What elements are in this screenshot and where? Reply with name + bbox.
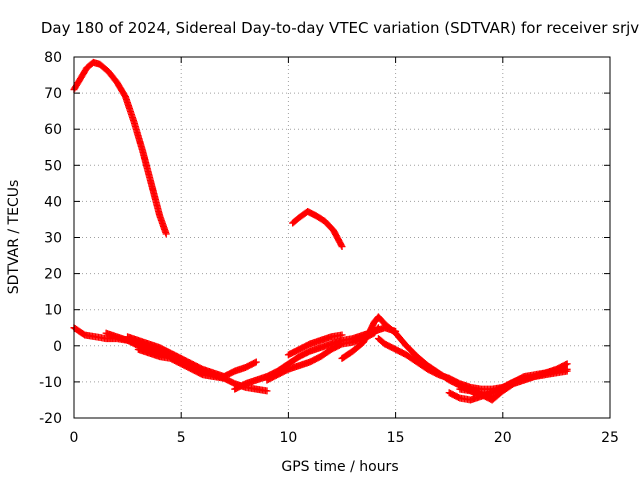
y-axis-label: SDTVAR / TECUs [6,180,22,295]
data-point [338,243,346,251]
y-tick-label: 80 [44,50,62,66]
x-axis-label: GPS time / hours [281,459,398,475]
y-tick-label: 50 [44,158,62,174]
data-point [374,324,382,332]
series-arc-low-5 [220,358,260,380]
y-tick-label: 60 [44,122,62,138]
x-tick-label: 0 [70,430,79,446]
data-point [563,365,571,373]
series-arc-low-12 [456,365,571,404]
x-tick-label: 10 [279,430,297,446]
data-point [374,325,382,333]
data-point [252,358,260,366]
data-point [162,230,170,238]
series-arc-mid [289,208,346,251]
x-tick-label: 20 [494,430,512,446]
y-tick-label: -20 [39,411,62,427]
grid [74,57,610,418]
y-tick-label: 0 [53,339,62,355]
x-tick-label: 25 [601,430,619,446]
x-tick-label: 15 [387,430,405,446]
y-tick-label: 40 [44,194,62,210]
data-point [263,387,271,395]
data-points [70,58,571,404]
series-arc-low-4 [134,345,271,395]
y-tick-label: -10 [39,375,62,391]
y-tick-label: 30 [44,231,62,247]
axis-ticks: 0 5 10 15 20 25 -20 -10 0 10 20 30 40 50 60 70 80 [39,50,619,446]
series-arc-high-early [70,58,170,238]
data-point [337,241,345,249]
y-tick-label: 10 [44,303,62,319]
series-arc-low-8 [284,331,346,359]
y-tick-label: 20 [44,267,62,283]
chart-title: Day 180 of 2024, Sidereal Day-to-day VTE… [41,19,639,37]
x-tick-label: 5 [177,430,186,446]
data-point [338,331,346,339]
y-tick-label: 70 [44,86,62,102]
